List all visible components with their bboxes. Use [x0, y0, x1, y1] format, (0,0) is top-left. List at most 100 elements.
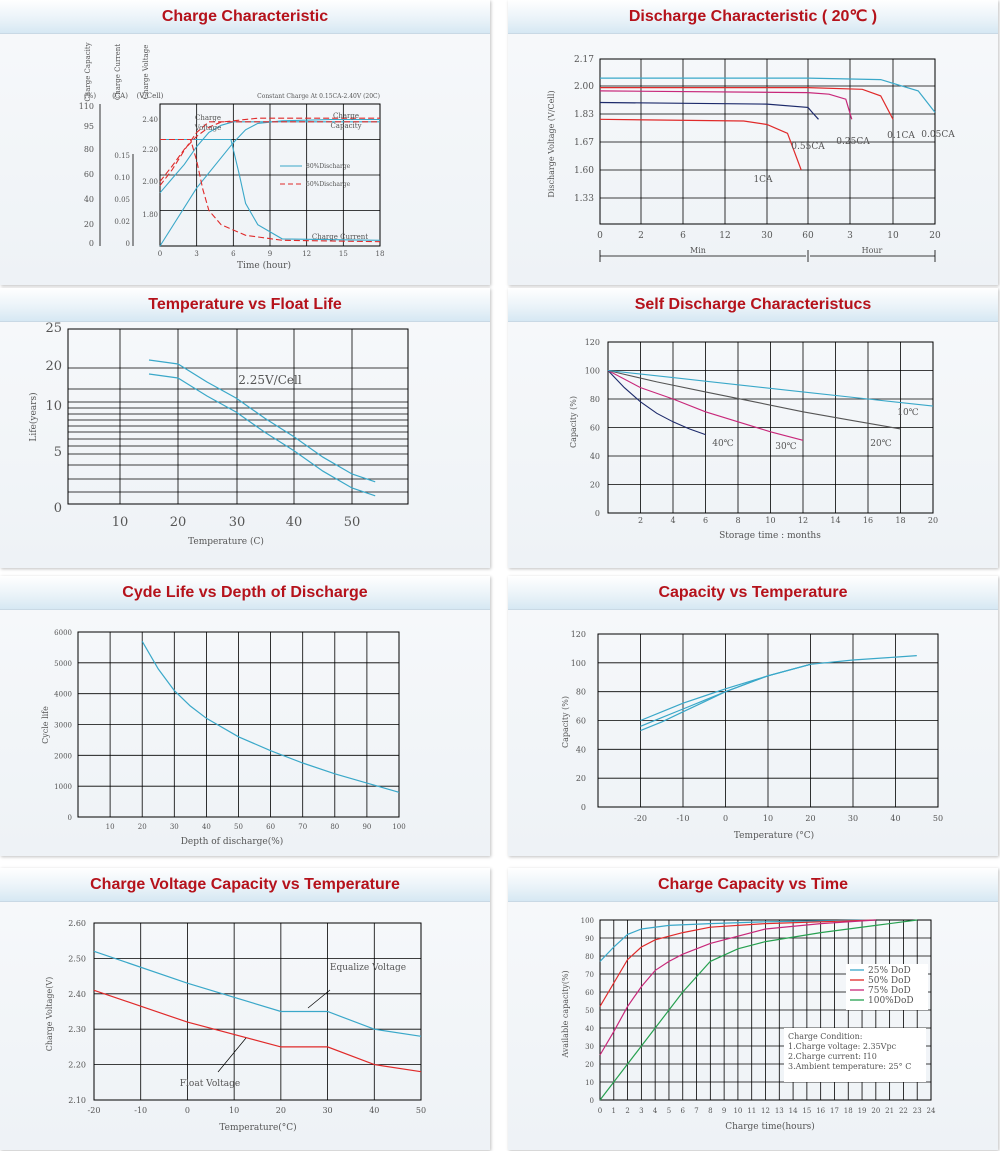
axis-label-x: Temperature(°C) [219, 1122, 296, 1133]
series-line [93, 950, 422, 1037]
tick-label-capacity: 40 [84, 195, 94, 204]
tick-label-y: 1.33 [574, 194, 594, 204]
tick-label-x: 50 [933, 814, 943, 823]
tick-label-y: 4000 [54, 691, 72, 699]
tick-label-x: 17 [830, 1107, 839, 1115]
series-line [599, 919, 876, 1007]
curve-label-voltage: Voltage [194, 124, 221, 132]
tick-label-x: 16 [863, 516, 873, 525]
legend-label: 50%Discharge [306, 181, 351, 188]
tick-label-x: 20 [276, 1106, 286, 1115]
tick-label-y: 60 [585, 989, 594, 997]
panel-cycle-life: Cyde Life vs Depth of Discharge 10 20 30 40… [0, 576, 490, 856]
chart-annotation: Constant Charge At 0.15CA-2.40V (20C) [257, 93, 380, 100]
tick-label-y: 50 [585, 1007, 594, 1015]
tick-label-y: 2.10 [68, 1096, 86, 1105]
tick-label-x: 3 [847, 231, 853, 241]
series-line [159, 117, 380, 182]
legend-label: 50% DoD [868, 976, 911, 986]
tick-label-y: 1.83 [574, 110, 594, 120]
tick-label-x: -10 [677, 814, 690, 823]
tick-label-x: 15 [802, 1107, 811, 1115]
tick-label-y: 70 [585, 971, 594, 979]
tick-label-x: 2 [638, 516, 643, 525]
tick-label-x: 11 [747, 1107, 756, 1115]
tick-label-y: 100 [581, 917, 594, 925]
chart-charge-voltage-temperature: -20 -10 0 10 20 30 40 50 2.60 2.50 2.40 2.30 2.20 2.1… [45, 919, 426, 1133]
axis-label-y: Charge Voltage(V) [45, 977, 54, 1052]
axis-label-y: Life(years) [28, 392, 39, 441]
tick-label-y: 40 [590, 452, 600, 461]
axis-label-x: Temperature (°C) [734, 830, 814, 841]
tick-label-x: 1 [612, 1107, 616, 1115]
legend-label: 75% DoD [868, 986, 911, 996]
series-line [607, 370, 706, 436]
series-line [141, 640, 400, 793]
tick-label-y: 20 [585, 1061, 594, 1069]
tick-label-x: 40 [202, 823, 211, 831]
panel-capacity-temperature: Capacity vs Temperature -20 -10 0 10 20 30 40 5… [508, 576, 998, 856]
tick-label-capacity: 80 [84, 145, 94, 154]
tick-label-x: 23 [913, 1107, 922, 1115]
series-label: 0.55CA [791, 142, 825, 152]
series-band-upper [148, 359, 376, 483]
chart-annotation: 2.25V/Cell [238, 373, 302, 387]
tick-label-x: 4 [670, 516, 675, 525]
tick-label-voltage: 2.40 [142, 116, 158, 124]
chart-body: Charge Capacity Charge Current Charge Volt… [79, 42, 385, 271]
series-label: 10℃ [897, 408, 919, 418]
tick-label-x: 2 [625, 1107, 629, 1115]
series-line [160, 138, 381, 241]
tick-label-x: -10 [134, 1106, 147, 1115]
tick-label-x: 5 [667, 1107, 671, 1115]
curve-label-capacity: Capacity [330, 122, 361, 130]
series-line [607, 369, 901, 430]
curve-label-voltage: Charge [195, 114, 221, 122]
tick-label-x: 9 [722, 1107, 726, 1115]
tick-label-x: 10 [765, 516, 775, 525]
tick-label-y: 100 [571, 659, 586, 668]
tick-label-y: 20 [590, 481, 600, 490]
tick-label-y: 60 [590, 424, 600, 433]
tick-label-x: 18 [844, 1107, 853, 1115]
series-line [599, 101, 819, 120]
tick-label-voltage: 2.00 [142, 178, 158, 186]
tick-label-x: 40 [890, 814, 900, 823]
panel-title: Charge Characteristic [0, 0, 490, 34]
axis-label-y: Capacity (%) [561, 696, 570, 748]
axis-label-x: Storage time : months [719, 531, 821, 541]
tick-label-x: 19 [858, 1107, 867, 1115]
tick-label-x: 0 [185, 1106, 190, 1115]
tick-label-x: 100 [392, 823, 405, 831]
tick-label-capacity: 110 [79, 102, 94, 111]
panel-charge-voltage-temperature: Charge Voltage Capacity vs Temperature -… [0, 868, 490, 1150]
axis-label-y: Capacity (%) [569, 396, 578, 448]
tick-label-y: 0 [595, 509, 600, 518]
legend-label: 100%DoD [868, 996, 914, 1006]
tick-label-y: 5000 [54, 660, 72, 668]
tick-label-x: 40 [369, 1106, 379, 1115]
plot-frame [67, 328, 409, 505]
tick-label-x: 18 [376, 250, 385, 258]
panel-title: Charge Capacity vs Time [508, 868, 998, 902]
series-line [599, 919, 876, 962]
tick-label-x: 6 [681, 1107, 686, 1115]
tick-label-x: 10 [763, 814, 773, 823]
chart-body: -20 -10 0 10 20 30 40 50 120 100 80 60 40 20 0 Temperat… [561, 630, 943, 841]
tick-label-y: 40 [585, 1025, 594, 1033]
tick-label-current: 0 [126, 240, 130, 248]
chart-body: -20 -10 0 10 20 30 40 50 2.60 2.50 2.40 2.30 2.20 2.1… [45, 919, 426, 1133]
panel-charge-capacity-time: Charge Capacity vs Time 0 1 2 3 4 5 6 7 8 9 10 11 12… [508, 868, 998, 1150]
legend-label: 25% DoD [868, 966, 911, 976]
panel-charge-characteristic: Charge Characteristic Charge Capacity Cha… [0, 0, 490, 285]
tick-label-x: 30 [322, 1106, 332, 1115]
chart-charge-characteristic: Charge Capacity Charge Current Charge Volt… [79, 42, 385, 271]
tick-label-current: 0.10 [114, 174, 130, 182]
tick-label-x: 50 [344, 515, 361, 530]
tick-label-x: 8 [735, 516, 740, 525]
tick-label-x: 15 [339, 250, 348, 258]
tick-label-x: -20 [88, 1106, 101, 1115]
tick-label-x: 0 [597, 231, 603, 241]
chart-discharge-characteristic: 2.17 2.00 1.83 1.67 1.60 1.33 0 2 6 12 30 60 3 10 20 Di… [547, 55, 955, 262]
series-label: 20℃ [870, 439, 892, 449]
